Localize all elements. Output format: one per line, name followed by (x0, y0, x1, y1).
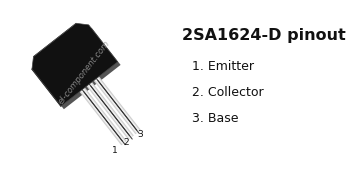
Text: 2SA1624-D pinout: 2SA1624-D pinout (182, 28, 346, 43)
Text: 1: 1 (112, 146, 118, 155)
Text: 2: 2 (123, 138, 129, 147)
Text: el-component.com: el-component.com (57, 38, 112, 106)
Text: 3: 3 (137, 130, 143, 139)
Text: 1. Emitter: 1. Emitter (192, 60, 254, 73)
Text: 3. Base: 3. Base (192, 112, 238, 125)
Polygon shape (32, 23, 118, 106)
Polygon shape (35, 26, 121, 109)
Text: 2. Collector: 2. Collector (192, 86, 264, 99)
